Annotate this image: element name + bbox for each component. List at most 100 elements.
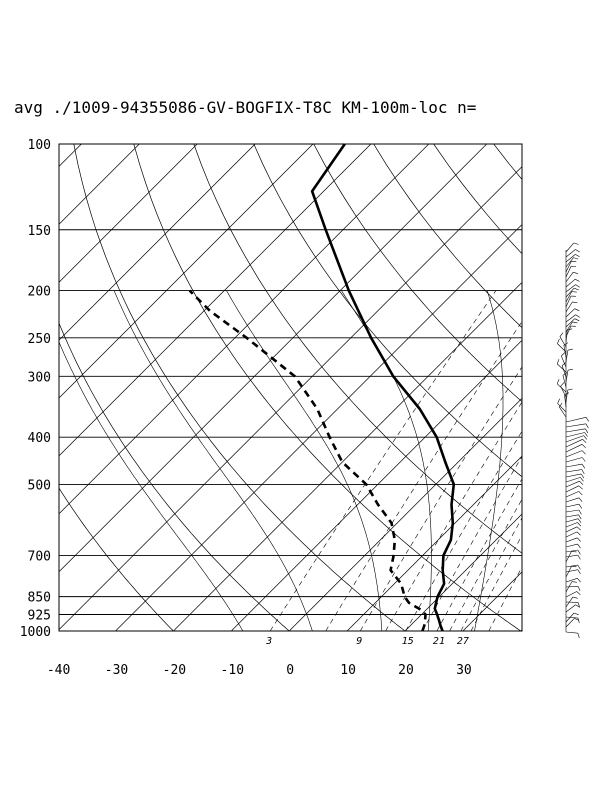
wind-barb	[565, 432, 585, 438]
wind-barb-flag	[571, 551, 577, 553]
isotherm-line	[404, 513, 522, 631]
isobar-grid	[59, 144, 522, 631]
wind-barb-flag	[581, 450, 586, 455]
wind-barb	[565, 591, 577, 598]
mixing-ratio-line	[470, 534, 522, 631]
moist-adiabat-line	[113, 290, 313, 631]
wind-barb	[565, 291, 573, 303]
wind-barb-flag	[577, 549, 581, 555]
moist-adiabat-line	[474, 290, 504, 631]
dry-adiabat-line	[59, 487, 174, 631]
wind-barb	[565, 618, 575, 628]
wind-barb	[565, 284, 576, 293]
wind-barb	[565, 272, 574, 283]
wind-barb	[565, 616, 579, 619]
wind-barb-flag	[556, 379, 560, 384]
dry-adiabat-line	[313, 144, 522, 403]
pressure-tick-label: 925	[28, 609, 51, 624]
wind-barb-flag	[574, 308, 580, 312]
wind-barb-flag	[573, 612, 579, 616]
wind-barb-flag	[573, 242, 579, 245]
wind-barb	[565, 531, 578, 538]
mixing-ratio-label: 21	[433, 636, 445, 647]
wind-barb	[565, 509, 579, 513]
wind-barb	[565, 537, 578, 543]
wind-barb	[565, 350, 569, 363]
wind-barb	[565, 503, 580, 508]
wind-barb	[565, 435, 584, 443]
wind-barb	[563, 345, 567, 358]
wind-barb-flag	[576, 531, 581, 536]
wind-barb-flag	[575, 604, 580, 608]
wind-barb	[565, 330, 568, 343]
pressure-tick-label: 100	[28, 138, 51, 153]
dewpoint-profile	[188, 289, 427, 632]
pressure-tick-label: 1000	[20, 625, 51, 640]
wind-barb-flag	[577, 518, 582, 523]
wind-barb	[565, 526, 578, 533]
wind-barb	[559, 406, 567, 418]
wind-barb	[565, 257, 574, 268]
wind-barb-flag	[561, 352, 566, 357]
wind-barb-flag	[578, 504, 583, 509]
isotherm-line	[288, 397, 522, 631]
wind-barb-flag	[572, 321, 578, 324]
wind-barb-flag	[567, 328, 573, 331]
wind-barb-flag	[574, 318, 580, 322]
wind-barb	[564, 395, 567, 408]
mixing-ratio-line	[385, 401, 522, 631]
wind-barb	[559, 336, 567, 348]
wind-barb-flag	[578, 491, 583, 496]
wind-barb-flag	[585, 428, 589, 434]
wind-barb-flag	[583, 435, 588, 440]
dry-adiabat-line	[133, 144, 521, 631]
wind-barb	[565, 480, 580, 488]
wind-barb	[565, 254, 576, 263]
wind-barb-flag	[579, 480, 584, 485]
wind-barb-flag	[567, 388, 573, 391]
wind-barb-flag	[575, 249, 580, 253]
wind-barb-flag	[562, 372, 568, 376]
wind-barb-flag	[581, 469, 585, 475]
wind-barb-flag	[581, 444, 586, 449]
wind-barb-flag	[577, 554, 581, 560]
wind-barb	[561, 355, 567, 368]
wind-barb-flag	[576, 591, 581, 596]
wind-barb-flag	[567, 368, 573, 371]
wind-barb-flag	[574, 618, 580, 621]
isotherm-line	[0, 144, 24, 631]
mixing-ratio-label: 9	[356, 636, 362, 647]
wind-barb	[565, 485, 580, 493]
wind-barb	[565, 261, 572, 273]
temperature-axis: -40 -30 -20 -10 0 10 20 30	[47, 663, 472, 678]
wind-barb	[565, 551, 572, 563]
wind-barb	[565, 249, 576, 258]
wind-barb-flag	[567, 348, 573, 351]
mixing-ratio-line	[359, 366, 522, 631]
isotherm-line	[59, 144, 314, 399]
mixing-ratio-labels: 3 9 15 21 27	[265, 636, 469, 647]
temperature-tick-label: -30	[105, 663, 128, 678]
pressure-tick-label: 200	[28, 285, 51, 300]
wind-barb	[565, 477, 581, 483]
wind-barb	[565, 497, 580, 503]
wind-barb-flag	[564, 392, 570, 396]
isotherm-line	[59, 144, 430, 515]
temperature-tick-label: -10	[221, 663, 244, 678]
wind-barb	[565, 308, 575, 318]
wind-barb	[565, 266, 572, 278]
dry-adiabat-line	[433, 144, 522, 255]
mixing-ratio-line	[488, 566, 522, 631]
wind-barb	[565, 463, 583, 468]
wind-barb	[565, 549, 578, 553]
temperature-tick-label: 0	[286, 663, 294, 678]
pressure-tick-label: 850	[28, 591, 51, 606]
temperature-tick-label: 30	[456, 663, 472, 678]
dry-adiabat-line	[373, 144, 522, 329]
pressure-tick-label: 700	[28, 550, 51, 565]
moist-adiabat-grid	[59, 290, 504, 631]
wind-barb-flag	[582, 439, 587, 444]
wind-barb-flag	[575, 284, 580, 288]
wind-barb-flag	[580, 477, 584, 482]
dry-adiabat-line	[493, 144, 522, 181]
